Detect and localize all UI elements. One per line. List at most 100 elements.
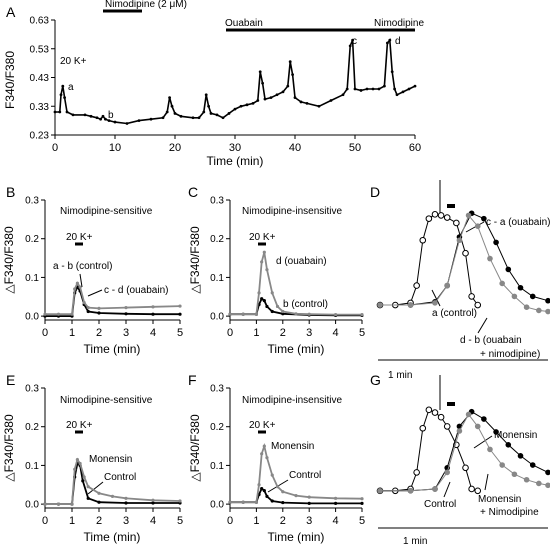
panel-d-data-point [545, 297, 550, 304]
panel-a-data-point [281, 90, 285, 94]
panel-c-data-point [281, 309, 285, 314]
panel-a-data-point [207, 104, 211, 108]
panel-b-arrow-control [79, 273, 83, 288]
panel-b-annotation-control: a - b (control) [53, 261, 112, 272]
panel-g-data-point [431, 409, 439, 416]
panel-b-data-point [78, 285, 82, 289]
panel-g-data-point [474, 423, 481, 430]
panel-g-data-point [468, 485, 475, 493]
panel-a-plot [53, 38, 417, 125]
panel-b-data-point [97, 306, 101, 310]
panel-a-data-point [386, 41, 389, 45]
panel-a-data-point [251, 101, 255, 105]
panel-e-ylabel: △F340/F380 [2, 414, 16, 482]
panel-d-data-point [545, 308, 550, 315]
panel-a-data-point [59, 93, 63, 97]
panel-c-data-point [334, 312, 338, 317]
panel-letter-d: D [370, 184, 380, 200]
panel-d-data-point [462, 249, 469, 257]
panel-b-xtick-label: 5 [177, 327, 183, 339]
panel-f-data-point [262, 444, 266, 448]
panel-a-data-point [53, 110, 57, 114]
panel-e-data-point [151, 501, 155, 505]
panel-b-data-point [70, 312, 74, 316]
panel-a-data-point [58, 110, 62, 114]
panel-f-xtick-label: 0 [227, 515, 233, 527]
panel-a-xtick-label: 60 [409, 142, 421, 154]
panel-d-series-line [380, 214, 549, 312]
panel-f-data-point [334, 501, 338, 505]
panel-f-series-line [230, 442, 363, 504]
panel-b-data-point [151, 305, 155, 309]
panel-letter-a: A [6, 4, 16, 20]
panel-c-data-point [262, 299, 266, 303]
panel-f-ylabel: △F340/F380 [188, 414, 202, 482]
panel-c-data-point [241, 312, 245, 316]
panel-letter-c: C [188, 184, 198, 200]
panel-g-annotation-monensin-nimodipine-2: + Nimodipine [480, 507, 539, 518]
panel-c-y-ticks: 0.3 0.2 0.1 0.0 [210, 196, 230, 323]
panel-d-data-point [465, 212, 472, 219]
panel-g-data-point [511, 471, 518, 478]
panel-a-data-point [149, 117, 153, 121]
panel-b-xlabel: Time (min) [84, 342, 141, 356]
panel-b-xtick-label: 2 [96, 327, 102, 339]
panel-d-arrow-ouabain [465, 221, 485, 233]
panel-a-xtick-label: 40 [289, 142, 301, 154]
panel-c-xtick-label: 5 [359, 327, 365, 339]
panel-c-data-point [281, 312, 285, 316]
panel-b-annotation-ouabain: c - d (ouabain) [104, 285, 168, 296]
panel-g-series-line [380, 413, 549, 492]
panel-d-data-point [493, 239, 499, 246]
panel-a-ylabel: F340/F380 [3, 51, 17, 109]
panel-a-data-point [345, 87, 349, 91]
panel-c-title: Nimodipine-insensitive [242, 206, 342, 217]
panel-a-data-point [161, 116, 165, 120]
panel-a-data-point [401, 90, 405, 94]
panel-d-data-point [443, 214, 451, 221]
panel-a-data-point [371, 87, 375, 91]
panel-g-data-point [444, 469, 451, 476]
panel-c-xtick-label: 1 [253, 327, 259, 339]
panel-b-data-point [97, 311, 101, 315]
panel-f-xtick-label: 3 [306, 515, 312, 527]
panel-a-data-point [388, 38, 392, 42]
panel-g-data-point [443, 423, 451, 430]
panel-d-annotation-nimodipine-1: d - b (ouabain [460, 335, 522, 346]
panel-d-data-point [523, 304, 530, 311]
panel-e-xtick-label: 2 [96, 515, 102, 527]
panel-c-xtick-label: 0 [227, 327, 233, 339]
panel-f-x-ticks: 0 1 2 3 4 5 [227, 508, 365, 527]
panel-a-data-point [329, 99, 333, 102]
panel-f-data-point [228, 500, 232, 504]
panel-a-data-point [233, 107, 237, 111]
panel-b-ytick-label: 0.1 [25, 273, 39, 284]
panel-a-data-point [286, 84, 290, 88]
panel-e-xtick-label: 5 [177, 515, 183, 527]
panel-g-data-point [481, 416, 487, 422]
panel-f-xtick-label: 5 [359, 515, 365, 527]
panel-d-data-point [468, 293, 475, 300]
panel-a-data-point [317, 104, 321, 108]
panel-a-data-point [390, 70, 394, 74]
panel-e: 0.3 0.2 0.1 0.0 0 1 2 3 4 5 △F340/F380 Time (min… [2, 384, 183, 545]
panel-e-data-point [178, 499, 182, 503]
panel-c-data-point [262, 250, 266, 254]
panel-a-treatment-label: Nimodipine [374, 18, 424, 29]
panel-d-annotation-nimodipine-2: + nimodipine) [480, 349, 540, 360]
panel-g-data-point [432, 486, 438, 492]
panel-e-ytick-label: 0.1 [25, 461, 39, 472]
panel-b-data-point [56, 312, 61, 316]
panel-a-data-point [275, 93, 279, 97]
panel-g-annotation-monensin-nimodipine-1: Monensin [478, 494, 521, 505]
panel-c-ylabel: △F340/F380 [188, 226, 202, 294]
panel-g-data-point [536, 480, 542, 487]
panel-b-data-point [151, 312, 155, 316]
panel-a-data-point [137, 119, 141, 123]
panel-d-annotation-ouabain: c - a (ouabain) [486, 217, 550, 228]
panel-g-plot [376, 406, 550, 495]
panel-e-data-point [97, 491, 101, 495]
panel-a-point-d: d [395, 36, 401, 47]
panel-a-ytick-label: 0.43 [30, 73, 50, 84]
panel-a-series-line [55, 38, 416, 125]
